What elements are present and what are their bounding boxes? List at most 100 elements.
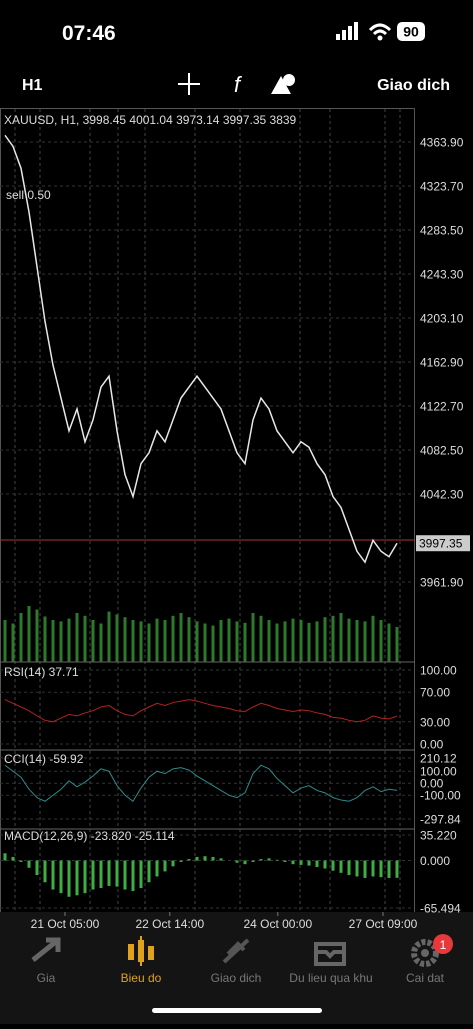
histogram-bar <box>323 860 327 869</box>
histogram-bar <box>315 860 319 868</box>
histogram-bar <box>187 859 191 861</box>
y-tick-label: 4162.90 <box>420 356 464 370</box>
volume-bar <box>363 621 367 662</box>
volume-bar <box>219 620 223 662</box>
volume-bar <box>115 614 119 662</box>
histogram-bar <box>147 860 151 883</box>
histogram-bar <box>235 860 239 863</box>
histogram-bar <box>251 860 255 862</box>
volume-bar <box>67 618 71 662</box>
trade-button[interactable]: Giao dich <box>377 77 450 94</box>
y-tick-label: 210.12 <box>420 752 457 766</box>
histogram-bar <box>27 860 31 868</box>
panel-title: MACD(12,26,9) -23.820 -25.114 <box>4 829 175 843</box>
histogram-bar <box>219 858 223 861</box>
volume-bar <box>291 618 295 662</box>
histogram-bar <box>163 860 167 872</box>
y-tick-label: 30.00 <box>420 715 450 729</box>
volume-bar <box>259 615 263 662</box>
volume-bar <box>123 617 127 662</box>
clock: 07:46 <box>62 22 116 45</box>
volume-bar <box>131 620 135 662</box>
histogram-bar <box>91 860 95 890</box>
indicator-button[interactable]: f <box>234 72 243 97</box>
nav-icons <box>31 934 453 967</box>
volume-bar <box>35 609 39 662</box>
histogram-bar <box>99 860 103 889</box>
volume-bar <box>3 620 7 662</box>
histogram-bar <box>211 856 215 861</box>
objects-button[interactable] <box>271 74 295 94</box>
wifi-icon <box>368 23 392 36</box>
y-tick-label: 4323.70 <box>420 180 464 194</box>
volume-bar <box>355 620 359 662</box>
volume-bar <box>43 616 47 662</box>
histogram-bar <box>275 859 279 861</box>
volume-bar <box>371 615 375 662</box>
volume-bar <box>243 622 247 662</box>
volume-bar <box>227 618 231 662</box>
volume-bar <box>387 623 391 662</box>
y-tick-label: 100.00 <box>420 664 457 678</box>
volume-bar <box>147 623 151 662</box>
volume-bar <box>235 621 239 662</box>
nav-label[interactable]: Giao dich <box>211 971 262 985</box>
volume-bar <box>51 620 55 662</box>
histogram-bar <box>379 860 383 878</box>
histogram-bar <box>195 856 199 861</box>
histogram-bar <box>339 860 343 873</box>
y-tick-label: 3961.90 <box>420 576 464 590</box>
y-tick-label: 4243.30 <box>420 268 464 282</box>
x-tick-label: 21 Oct 05:00 <box>31 917 100 931</box>
histogram-bar <box>347 860 351 876</box>
nav-label[interactable]: Gia <box>37 971 56 985</box>
volume-bar <box>347 618 351 662</box>
histogram-bar <box>59 860 63 894</box>
histogram-bar <box>259 859 263 861</box>
battery-level: 90 <box>403 24 419 40</box>
histogram-bar <box>131 860 135 891</box>
chart-frame <box>0 108 415 913</box>
nav-label[interactable]: Bieu do <box>121 971 162 985</box>
volume-bar <box>19 613 23 662</box>
volume-bar <box>107 611 111 662</box>
histogram-bar <box>51 860 55 890</box>
histogram-bar <box>139 860 143 889</box>
histogram-bar <box>107 860 111 886</box>
volume-bar <box>331 615 335 662</box>
histogram-bar <box>387 860 391 878</box>
volume-bar <box>91 620 95 662</box>
y-tick-label: 4082.50 <box>420 444 464 458</box>
nav-label[interactable]: Du lieu qua khu <box>289 971 372 985</box>
annotation: sell 0.50 <box>6 188 51 202</box>
volume-bar <box>83 615 87 662</box>
volume-bar <box>299 620 303 662</box>
volume-bar <box>267 620 271 662</box>
x-tick-label: 27 Oct 09:00 <box>349 917 418 931</box>
panel-title: CCI(14) -59.92 <box>4 752 84 766</box>
y-tick-label: -297.84 <box>420 813 461 827</box>
volume-bar <box>195 621 199 662</box>
histogram-bar <box>19 860 23 862</box>
volume-bar <box>251 613 255 662</box>
histogram-bar <box>83 860 87 894</box>
volume-bar <box>211 625 215 662</box>
histogram-bar <box>179 860 183 862</box>
series-line <box>4 764 398 802</box>
volume-bar <box>27 606 31 662</box>
y-tick-label: 35.220 <box>420 829 457 843</box>
y-tick-label: 70.00 <box>420 686 450 700</box>
y-tick-label: 0.00 <box>420 738 444 752</box>
timeframe[interactable]: H1 <box>22 77 43 94</box>
x-tick-label: 24 Oct 00:00 <box>243 917 312 931</box>
volume-bar <box>395 627 399 662</box>
volume-bar <box>139 621 143 662</box>
volume-bar <box>163 620 167 662</box>
crosshair-button[interactable] <box>178 73 200 95</box>
y-tick-label: -100.00 <box>420 789 461 803</box>
y-tick-label: 4283.50 <box>420 224 464 238</box>
nav-label[interactable]: Cai dat <box>406 971 445 985</box>
series-line <box>4 699 398 723</box>
